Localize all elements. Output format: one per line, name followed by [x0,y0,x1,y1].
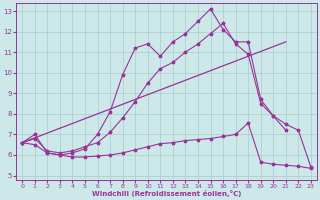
X-axis label: Windchill (Refroidissement éolien,°C): Windchill (Refroidissement éolien,°C) [92,190,241,197]
